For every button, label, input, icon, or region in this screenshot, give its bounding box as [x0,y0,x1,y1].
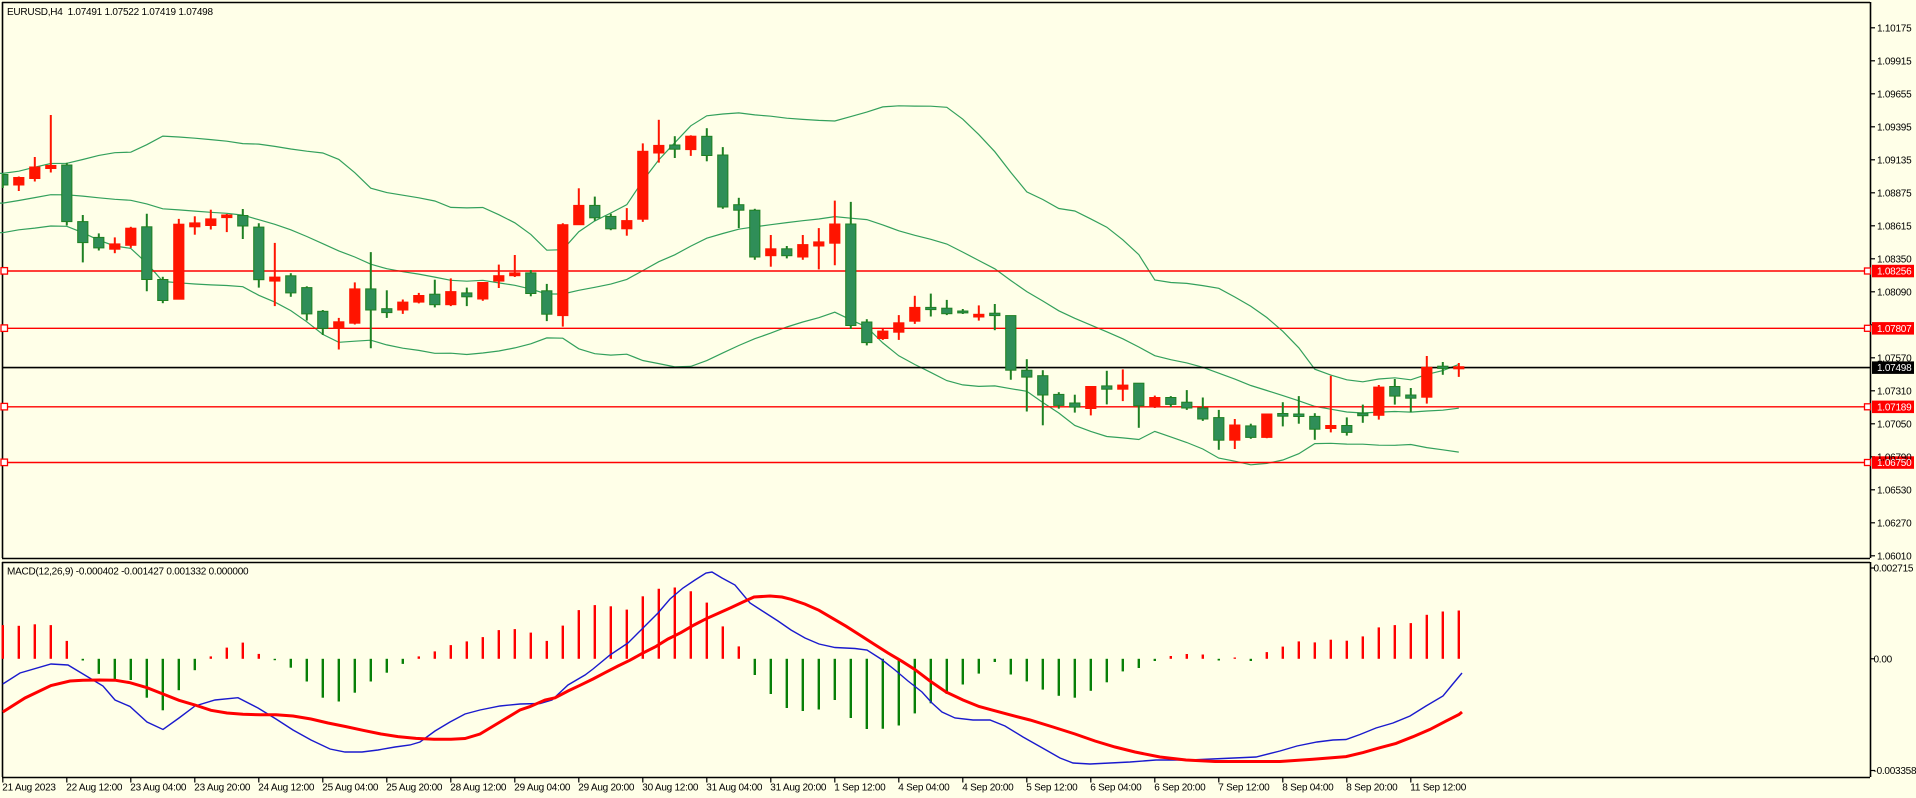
svg-text:11 Sep 12:00: 11 Sep 12:00 [1410,783,1466,794]
svg-text:EURUSD,H4 1.07491 1.07522 1.0: EURUSD,H4 1.07491 1.07522 1.07419 1.0749… [7,7,213,18]
svg-text:1 Sep 12:00: 1 Sep 12:00 [834,783,886,794]
svg-text:31 Aug 20:00: 31 Aug 20:00 [770,783,827,794]
svg-text:1.07498: 1.07498 [1877,363,1912,374]
svg-text:24 Aug 12:00: 24 Aug 12:00 [258,783,315,794]
svg-text:1.10175: 1.10175 [1877,23,1912,34]
svg-text:8 Sep 04:00: 8 Sep 04:00 [1282,783,1334,794]
svg-text:25 Aug 20:00: 25 Aug 20:00 [386,783,443,794]
svg-text:1.06010: 1.06010 [1877,551,1912,562]
svg-text:22 Aug 12:00: 22 Aug 12:00 [66,783,123,794]
svg-text:1.07050: 1.07050 [1877,419,1912,430]
svg-text:-0.003358: -0.003358 [1874,766,1916,777]
svg-text:1.09915: 1.09915 [1877,56,1912,67]
svg-text:6 Sep 04:00: 6 Sep 04:00 [1090,783,1142,794]
svg-text:1.06530: 1.06530 [1877,485,1912,496]
svg-text:1.07310: 1.07310 [1877,386,1912,397]
svg-text:1.09135: 1.09135 [1877,155,1912,166]
svg-text:29 Aug 20:00: 29 Aug 20:00 [578,783,635,794]
svg-text:1.06790: 1.06790 [1877,452,1912,463]
svg-text:30 Aug 12:00: 30 Aug 12:00 [642,783,699,794]
svg-text:21 Aug 2023: 21 Aug 2023 [2,783,56,794]
svg-text:7 Sep 12:00: 7 Sep 12:00 [1218,783,1270,794]
svg-text:1.09655: 1.09655 [1877,89,1912,100]
svg-text:6 Sep 20:00: 6 Sep 20:00 [1154,783,1206,794]
svg-text:29 Aug 04:00: 29 Aug 04:00 [514,783,571,794]
svg-text:1.09395: 1.09395 [1877,122,1912,133]
svg-text:28 Aug 12:00: 28 Aug 12:00 [450,783,507,794]
svg-text:1.08090: 1.08090 [1877,287,1912,298]
svg-text:1.06750: 1.06750 [1877,458,1912,469]
svg-text:8 Sep 20:00: 8 Sep 20:00 [1346,783,1398,794]
svg-text:0.00: 0.00 [1874,654,1893,665]
svg-text:1.07189: 1.07189 [1877,402,1912,413]
svg-text:4 Sep 04:00: 4 Sep 04:00 [898,783,950,794]
svg-text:1.06270: 1.06270 [1877,518,1912,529]
svg-text:1.08615: 1.08615 [1877,221,1912,232]
svg-text:31 Aug 04:00: 31 Aug 04:00 [706,783,763,794]
svg-text:5 Sep 12:00: 5 Sep 12:00 [1026,783,1078,794]
svg-text:23 Aug 20:00: 23 Aug 20:00 [194,783,251,794]
svg-text:0.002715: 0.002715 [1874,564,1914,575]
svg-text:MACD(12,26,9) -0.000402 -0.001: MACD(12,26,9) -0.000402 -0.001427 0.0013… [7,567,249,578]
svg-text:1.08256: 1.08256 [1877,267,1912,278]
svg-text:1.07570: 1.07570 [1877,353,1912,364]
svg-text:23 Aug 04:00: 23 Aug 04:00 [130,783,187,794]
svg-text:1.07807: 1.07807 [1877,324,1912,335]
svg-text:4 Sep 20:00: 4 Sep 20:00 [962,783,1014,794]
svg-text:1.08875: 1.08875 [1877,188,1912,199]
svg-text:25 Aug 04:00: 25 Aug 04:00 [322,783,379,794]
svg-text:1.08350: 1.08350 [1877,254,1912,265]
